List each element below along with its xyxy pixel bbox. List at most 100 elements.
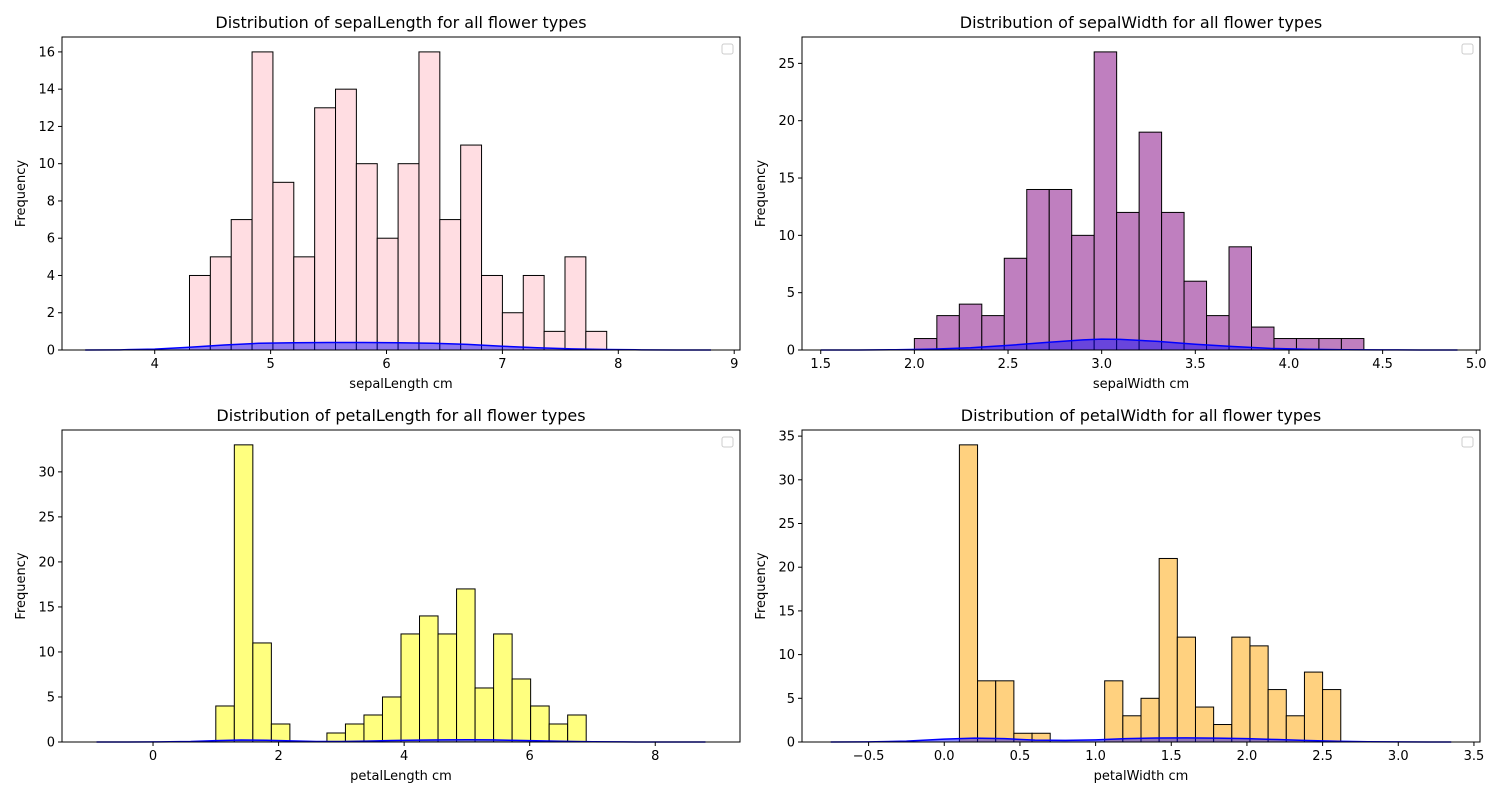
- histogram-bar: [252, 642, 272, 743]
- y-tick-label: 20: [38, 555, 55, 570]
- y-axis-label: Frequency: [14, 552, 29, 619]
- histogram-bar: [400, 633, 421, 743]
- histogram-bar: [474, 687, 495, 743]
- y-tick-label: 5: [47, 690, 55, 705]
- histogram-bar: [1026, 188, 1050, 351]
- subplot-1: Distribution of sepalLength for all flow…: [14, 13, 741, 392]
- subplot-3: Distribution of petalLength for all flow…: [14, 406, 741, 784]
- histogram-bar: [1322, 689, 1342, 743]
- y-tick-label: 2: [47, 306, 55, 321]
- legend-box: [1461, 43, 1474, 55]
- histogram-bar: [958, 303, 983, 351]
- x-tick-label: 4.0: [1279, 357, 1300, 372]
- histogram-bar: [230, 219, 253, 351]
- histogram-bar: [1285, 715, 1305, 743]
- y-tick-label: 30: [38, 465, 55, 480]
- y-tick-label: 10: [38, 157, 55, 172]
- histogram-bar: [1249, 645, 1269, 743]
- chart-title: Distribution of petalLength for all flow…: [216, 406, 585, 425]
- histogram-bar: [215, 705, 235, 743]
- histogram-bar: [1194, 706, 1215, 743]
- x-tick-label: 2: [274, 749, 282, 764]
- histogram-bar: [1295, 338, 1320, 351]
- x-tick-label: 8: [614, 357, 622, 372]
- histogram-bar: [981, 315, 1005, 351]
- legend-box: [721, 436, 734, 448]
- plot-frame: [801, 36, 1481, 351]
- x-tick-label: 3.5: [1185, 357, 1206, 372]
- histogram-bar: [1048, 188, 1073, 351]
- x-axis-label: sepalWidth cm: [1093, 377, 1189, 392]
- histogram-bar: [439, 219, 462, 351]
- histogram-bar: [1003, 257, 1028, 351]
- histogram-bar: [1158, 557, 1178, 743]
- histogram-bar: [977, 680, 997, 743]
- x-tick-label: 6: [526, 749, 534, 764]
- histogram-bar: [913, 338, 938, 351]
- plot-frame: [61, 36, 741, 351]
- x-tick-label: 3.0: [1091, 357, 1112, 372]
- x-tick-label: 2.0: [904, 357, 925, 372]
- chart-title: Distribution of sepalWidth for all flowe…: [960, 13, 1323, 32]
- histogram-bar: [1138, 131, 1163, 351]
- histogram-bar: [397, 163, 420, 351]
- y-axis-label: Frequency: [754, 160, 769, 227]
- x-tick-label: 8: [651, 749, 659, 764]
- histogram-bar: [460, 144, 483, 351]
- y-tick-label: 10: [778, 229, 795, 244]
- y-tick-label: 10: [778, 648, 795, 663]
- subplot-2: Distribution of sepalWidth for all flowe…: [754, 13, 1487, 392]
- x-tick-label: 4: [400, 749, 408, 764]
- histogram-bar: [1183, 280, 1208, 351]
- legend-box: [1461, 436, 1474, 448]
- y-tick-label: 25: [38, 510, 55, 525]
- x-tick-label: −0.5: [853, 749, 885, 764]
- histogram-bar: [1093, 51, 1118, 351]
- histogram-bar: [188, 274, 211, 351]
- histogram-bar: [1140, 697, 1160, 743]
- histogram-bar: [270, 723, 291, 743]
- x-axis-label: petalWidth cm: [1094, 769, 1189, 784]
- kde-line: [85, 341, 712, 351]
- histogram-bar: [1071, 234, 1095, 351]
- y-axis-label: Frequency: [754, 552, 769, 619]
- y-tick-label: 15: [38, 600, 55, 615]
- x-axis-label: sepalLength cm: [349, 377, 452, 392]
- x-tick-label: 1.0: [1085, 749, 1106, 764]
- histogram-bar: [958, 444, 979, 743]
- histogram-bar: [381, 696, 402, 743]
- y-tick-label: 5: [787, 692, 795, 707]
- x-tick-label: 4: [151, 357, 159, 372]
- histogram-bar: [567, 714, 587, 743]
- chart-title: Distribution of sepalLength for all flow…: [215, 13, 586, 32]
- histogram-bar: [936, 315, 960, 351]
- x-tick-label: 6: [382, 357, 390, 372]
- histogram-bar: [1318, 338, 1342, 351]
- histogram-bar: [530, 705, 550, 743]
- y-tick-label: 10: [38, 645, 55, 660]
- histogram-bar: [419, 615, 439, 743]
- subplot-4: Distribution of petalWidth for all flowe…: [754, 406, 1484, 784]
- x-tick-label: 3.5: [1464, 749, 1485, 764]
- histogram-bar: [1267, 689, 1287, 743]
- histogram-bar: [335, 88, 357, 351]
- x-tick-label: 0: [149, 749, 157, 764]
- histogram-bar: [233, 444, 254, 743]
- histogram-bar: [209, 256, 232, 351]
- histogram-bar: [418, 51, 441, 351]
- x-tick-label: 2.0: [1237, 749, 1258, 764]
- plot-frame: [801, 429, 1481, 743]
- histogram-bar: [1161, 211, 1185, 351]
- histogram-bar: [1228, 246, 1253, 351]
- y-tick-label: 0: [787, 344, 795, 359]
- histogram-bar: [585, 330, 608, 351]
- plot-frame: [61, 429, 741, 743]
- y-tick-label: 16: [38, 45, 55, 60]
- y-tick-label: 12: [38, 120, 55, 135]
- y-tick-label: 30: [778, 473, 795, 488]
- histogram-bar: [995, 680, 1015, 743]
- chart-title: Distribution of petalWidth for all flowe…: [961, 406, 1321, 425]
- histogram-bar: [564, 256, 587, 351]
- histogram-bar: [1340, 338, 1365, 351]
